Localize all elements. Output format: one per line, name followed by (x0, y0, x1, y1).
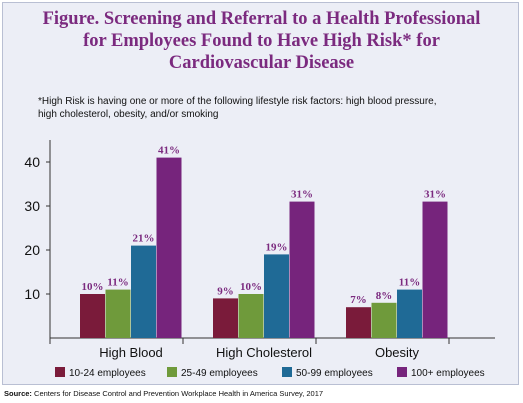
legend-swatch (55, 367, 65, 377)
title-line-2: for Employees Found to Have High Risk* f… (83, 31, 440, 51)
source-label: Source: (4, 389, 32, 398)
y-tick-label: 40 (24, 154, 40, 170)
source-note: Source: Centers for Disease Control and … (4, 389, 323, 398)
bar-value-label: 21% (133, 233, 155, 245)
bar (264, 254, 289, 338)
bar (131, 245, 156, 338)
bar-value-label: 41% (158, 145, 180, 157)
bar-value-label: 11% (107, 277, 128, 289)
bar (422, 201, 448, 338)
bar-value-label: 10% (82, 281, 104, 293)
bar-value-label: 10% (240, 281, 262, 293)
legend-label: 100+ employees (411, 368, 485, 379)
y-tick-label: 20 (24, 242, 40, 258)
bar (80, 294, 105, 338)
x-category-label: Obesity (375, 345, 420, 360)
bar-value-label: 7% (350, 294, 367, 306)
x-category-label: High Cholesterol (216, 345, 312, 360)
y-tick-label: 30 (24, 198, 40, 214)
risk-footnote: *High Risk is having one or more of the … (38, 95, 508, 121)
legend-swatch (282, 367, 292, 377)
title-line-3: Cardiovascular Disease (168, 53, 355, 73)
bar-value-label: 31% (291, 189, 313, 201)
footnote-line-2: high cholesterol, obesity, and/or smokin… (38, 109, 219, 120)
bar (289, 201, 315, 338)
bar (156, 157, 182, 338)
bar-value-label: 9% (217, 285, 234, 297)
y-tick-label: 10 (24, 286, 40, 302)
legend-label: 25-49 employees (181, 368, 258, 379)
title-line-1: Figure. Screening and Referral to a Heal… (42, 9, 481, 29)
bar (397, 289, 422, 338)
bar-value-label: 31% (424, 189, 446, 201)
bar-value-label: 8% (376, 290, 393, 302)
bar (238, 294, 264, 338)
x-category-label: High Blood (99, 345, 163, 360)
chart-title: Figure. Screening and Referral to a Heal… (0, 8, 523, 74)
legend-swatch (167, 367, 177, 377)
bar-value-label: 19% (266, 241, 288, 253)
footnote-line-1: *High Risk is having one or more of the … (38, 96, 437, 107)
bar-value-label: 11% (399, 277, 420, 289)
bar (371, 302, 397, 338)
legend-swatch (397, 367, 407, 377)
bar (213, 298, 238, 338)
legend-label: 50-99 employees (296, 368, 373, 379)
bar (346, 307, 371, 338)
legend-label: 10-24 employees (69, 368, 146, 379)
bar (105, 289, 131, 338)
source-text: Centers for Disease Control and Preventi… (34, 389, 324, 398)
